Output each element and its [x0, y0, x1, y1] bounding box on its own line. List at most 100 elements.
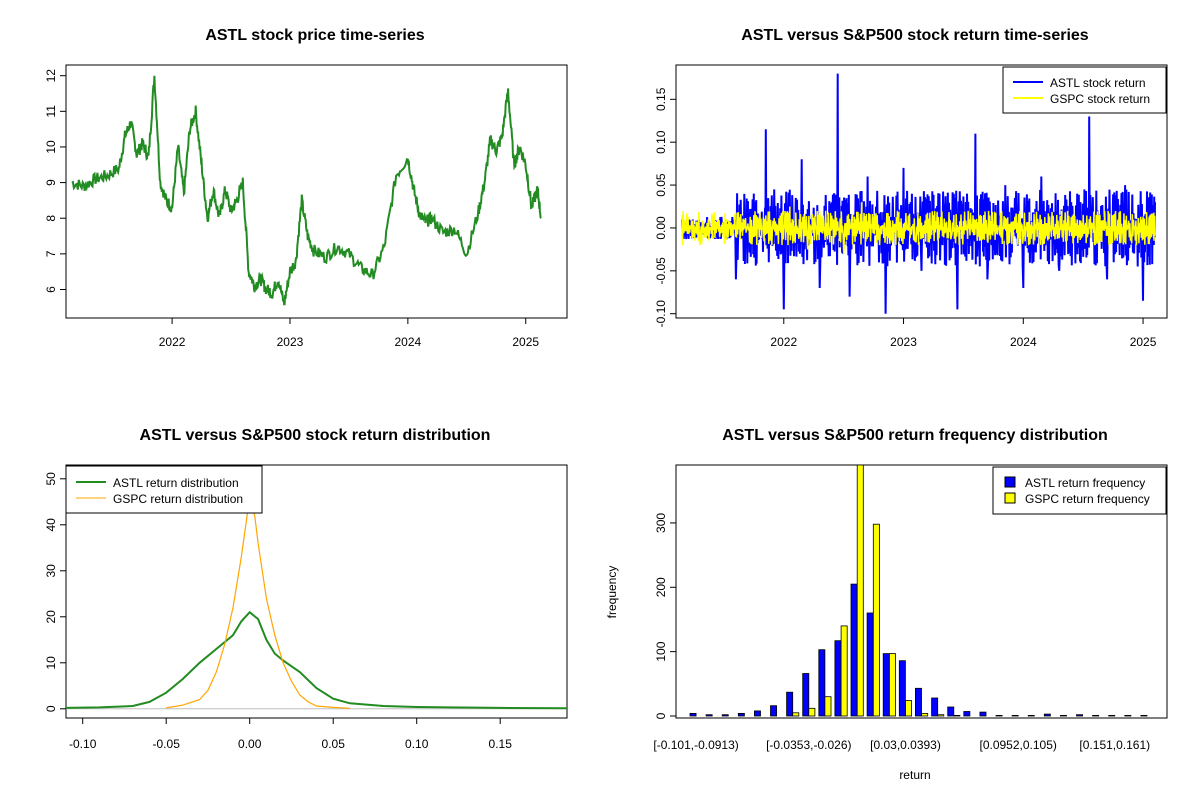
- distribution-y-tick-label: 10: [44, 656, 58, 670]
- astl-frequency-bar: [689, 713, 697, 717]
- return-ts-y-tick-label: 0.15: [654, 87, 668, 111]
- astl-frequency-bar: [818, 649, 826, 717]
- legend-label-astl-return: ASTL stock return: [1050, 76, 1146, 90]
- frequency-x-tick-label: [0.03,0.0393): [870, 738, 941, 752]
- frequency-panel: ASTL versus S&P500 return frequency dist…: [605, 427, 1168, 782]
- price-y-tick-label: 7: [44, 250, 58, 257]
- distribution-x-tick-label: 0.10: [405, 737, 429, 751]
- astl-frequency-bar: [963, 711, 971, 717]
- gspc-frequency-bar: [937, 714, 945, 717]
- distribution-x-tick-label: -0.10: [69, 737, 97, 751]
- distribution-x-tick-label: 0.00: [238, 737, 262, 751]
- astl-frequency-bar: [721, 714, 729, 717]
- astl-frequency-bar: [1092, 715, 1100, 717]
- distribution-x-tick-label: 0.05: [322, 737, 346, 751]
- price-x-tick-label: 2023: [277, 335, 304, 349]
- distribution-y-tick-label: 0: [44, 705, 58, 712]
- distribution-panel: ASTL versus S&P500 stock return distribu…: [44, 427, 568, 751]
- astl-frequency-bar: [802, 673, 810, 717]
- frequency-plot-box: [675, 464, 1168, 719]
- gspc-frequency-bar: [840, 625, 848, 717]
- gspc-return-series-line: [681, 202, 1156, 254]
- legend-label-gspc-dist: GSPC return distribution: [113, 492, 243, 506]
- distribution-chart-title: ASTL versus S&P500 stock return distribu…: [140, 427, 491, 444]
- astl-frequency-bar: [898, 660, 906, 717]
- astl-frequency-bar: [947, 706, 955, 717]
- frequency-plot-content: 0 100 200 300 [-0.101,-0.0913) [-0.0353,-0.02…: [653, 464, 1150, 752]
- distribution-plot-content: -0.10 -0.05 0.00 0.05 0.10 0.15 0 10 20 30 40 50: [44, 472, 568, 751]
- astl-frequency-bar: [850, 583, 858, 717]
- gspc-frequency-bar: [889, 653, 896, 717]
- frequency-y-axis-label: frequency: [605, 566, 619, 619]
- return-ts-x-tick-label: 2022: [770, 335, 797, 349]
- gspc-frequency-bar: [808, 707, 816, 717]
- return-ts-y-tick-label: -0.10: [654, 300, 668, 328]
- price-panel: ASTL stock price time-series 2022 2023 202…: [44, 27, 568, 349]
- astl-frequency-bar: [1043, 713, 1051, 717]
- price-y-tick-label: 12: [44, 69, 58, 83]
- distribution-x-tick-label: 0.15: [489, 737, 513, 751]
- return-ts-x-tick-label: 2025: [1130, 335, 1157, 349]
- frequency-x-tick-label: [-0.101,-0.0913): [653, 738, 738, 752]
- return-ts-plot-content: 2022 2023 2024 2025 -0.10 -0.05 0.00 0.05 0.10 0.…: [654, 73, 1157, 349]
- frequency-x-axis-label: return: [899, 768, 930, 782]
- return-ts-plot-box: [675, 64, 1168, 319]
- distribution-y-tick-label: 50: [44, 472, 58, 486]
- gspc-frequency-bar: [856, 464, 864, 717]
- astl-frequency-bar: [866, 612, 874, 717]
- price-plot-box: [65, 64, 568, 319]
- astl-frequency-bar: [1027, 715, 1035, 717]
- return-ts-y-tick-label: 0.10: [654, 130, 668, 154]
- price-x-tick-label: 2025: [512, 335, 539, 349]
- return-ts-chart-title: ASTL versus S&P500 stock return time-ser…: [741, 27, 1089, 44]
- distribution-x-tick-label: -0.05: [153, 737, 181, 751]
- astl-frequency-bar: [1124, 715, 1132, 717]
- astl-frequency-bar: [786, 691, 794, 717]
- astl-frequency-bar: [1076, 714, 1083, 717]
- astl-frequency-bar: [882, 653, 890, 717]
- astl-frequency-bar: [1060, 715, 1067, 717]
- astl-density-line: [65, 610, 568, 710]
- gspc-frequency-bar: [824, 696, 832, 717]
- return-ts-y-tick-label: 0.00: [654, 216, 668, 240]
- astl-frequency-bar: [995, 715, 1003, 717]
- price-y-tick-label: 11: [44, 105, 58, 118]
- distribution-legend-box: [65, 465, 263, 514]
- distribution-y-tick-label: 30: [44, 564, 58, 578]
- price-x-tick-label: 2024: [395, 335, 422, 349]
- gspc-frequency-bar: [792, 712, 800, 717]
- return-ts-legend-box: [1002, 66, 1167, 114]
- legend-label-gspc-freq: GSPC return frequency: [1025, 492, 1150, 506]
- return-ts-y-tick-label: -0.05: [654, 257, 668, 285]
- frequency-y-tick-label: 0: [654, 712, 668, 719]
- legend-swatch-astl-freq: [1004, 476, 1016, 488]
- price-y-tick-label: 6: [44, 286, 58, 293]
- gspc-frequency-bar: [872, 523, 880, 717]
- astl-frequency-bar: [1108, 715, 1116, 717]
- return-ts-y-tick-label: 0.05: [654, 173, 668, 197]
- distribution-y-tick-label: 20: [44, 610, 58, 624]
- price-series-line: [71, 75, 542, 306]
- legend-label-gspc-return: GSPC stock return: [1050, 92, 1150, 106]
- astl-frequency-bar: [834, 640, 842, 717]
- frequency-y-tick-label: 200: [654, 577, 668, 597]
- frequency-x-tick-label: [-0.0353,-0.026): [766, 738, 851, 752]
- gspc-frequency-bar: [921, 713, 929, 717]
- frequency-legend-box: [992, 466, 1167, 515]
- frequency-legend: ASTL return frequency GSPC return freque…: [992, 466, 1167, 515]
- frequency-x-tick-label: [0.0952,0.105): [979, 738, 1056, 752]
- return-ts-panel: ASTL versus S&P500 stock return time-ser…: [654, 27, 1168, 349]
- price-y-tick-label: 9: [44, 179, 58, 186]
- distribution-plot-box: [65, 464, 568, 719]
- astl-frequency-bar: [931, 697, 939, 717]
- return-ts-x-tick-label: 2024: [1010, 335, 1037, 349]
- astl-frequency-bar: [1140, 715, 1148, 717]
- legend-label-astl-dist: ASTL return distribution: [113, 476, 239, 490]
- price-chart-title: ASTL stock price time-series: [205, 27, 424, 44]
- astl-frequency-bar: [705, 714, 713, 717]
- frequency-chart-title: ASTL versus S&P500 return frequency dist…: [722, 427, 1108, 444]
- legend-swatch-gspc-freq: [1004, 492, 1016, 504]
- legend-label-astl-freq: ASTL return frequency: [1025, 476, 1145, 490]
- return-ts-legend: ASTL stock return GSPC stock return: [1002, 66, 1167, 114]
